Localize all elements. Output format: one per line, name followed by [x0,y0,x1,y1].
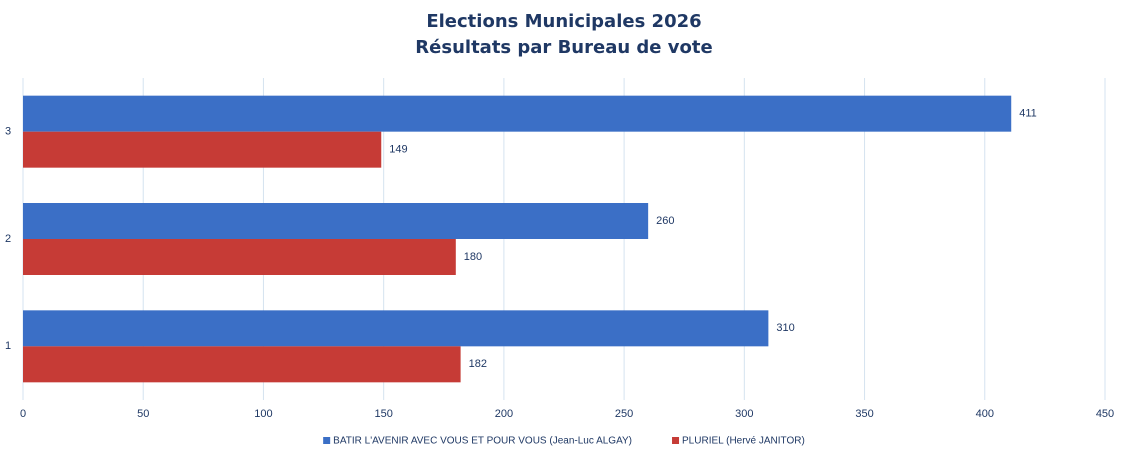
value-label: 149 [389,144,407,156]
bar [23,95,1012,132]
legend-swatch [323,437,331,444]
value-label: 260 [656,215,674,227]
legend-label: PLURIEL (Hervé JANITOR) [682,436,805,447]
value-label: 182 [469,358,487,370]
x-tick-label: 350 [855,408,873,420]
x-tick-label: 250 [615,408,633,420]
bar [23,239,456,275]
x-tick-label: 400 [976,408,994,420]
x-tick-label: 100 [254,408,272,420]
legend-swatch [672,437,680,444]
x-tick-label: 0 [20,408,26,420]
x-tick-label: 200 [495,408,513,420]
value-label: 310 [776,322,794,334]
x-tick-label: 50 [137,408,149,420]
value-label: 180 [464,251,482,263]
y-tick-label: 3 [5,126,11,138]
bar [23,310,769,347]
y-tick-label: 1 [5,340,11,352]
x-tick-label: 300 [735,408,753,420]
bar [23,203,649,239]
chart-subtitle: Résultats par Bureau de vote [415,37,712,58]
bar [23,346,461,383]
x-tick-label: 150 [374,408,392,420]
bar [23,131,382,168]
legend-label: BATIR L'AVENIR AVEC VOUS ET POUR VOUS (J… [333,436,632,447]
x-tick-label: 450 [1096,408,1114,420]
y-tick-label: 2 [5,233,11,245]
value-label: 411 [1019,108,1037,120]
chart-title: Elections Municipales 2026 [426,11,701,32]
